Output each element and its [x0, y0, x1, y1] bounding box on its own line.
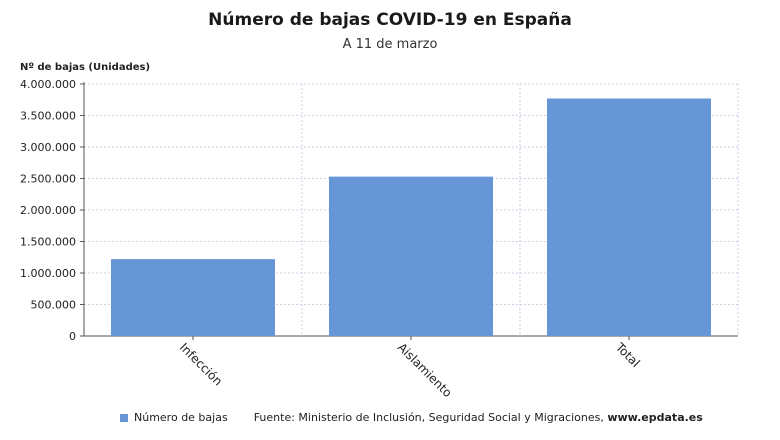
y-tick-label: 3.500.000 [20, 110, 76, 123]
bar [329, 176, 493, 336]
x-tick-label: Infección [177, 340, 225, 388]
x-tick-label: Total [612, 340, 642, 370]
y-tick-label: 0 [69, 330, 76, 343]
x-tick-label: Aislamiento [395, 340, 455, 400]
y-tick-label: 1.500.000 [20, 236, 76, 249]
y-tick-label: 1.000.000 [20, 267, 76, 280]
y-tick-label: 3.000.000 [20, 141, 76, 154]
chart-title: Número de bajas COVID-19 en España [208, 10, 572, 30]
source-text: Fuente: Ministerio de Inclusión, Segurid… [253, 411, 604, 424]
legend-swatch [120, 413, 128, 422]
y-axis-label: Nº de bajas (Unidades) [20, 62, 151, 73]
y-tick-label: 2.000.000 [20, 204, 76, 217]
bar [111, 259, 275, 336]
source-site: www.epdata.es [607, 411, 703, 424]
y-tick-label: 500.000 [31, 299, 77, 312]
bar [547, 98, 711, 337]
y-tick-label: 4.000.000 [20, 78, 76, 91]
chart-subtitle: A 11 de marzo [342, 37, 438, 52]
legend-label: Número de bajas [134, 411, 228, 424]
y-tick-label: 2.500.000 [20, 173, 76, 186]
legend: Número de bajas Fuente: Ministerio de In… [120, 411, 703, 424]
